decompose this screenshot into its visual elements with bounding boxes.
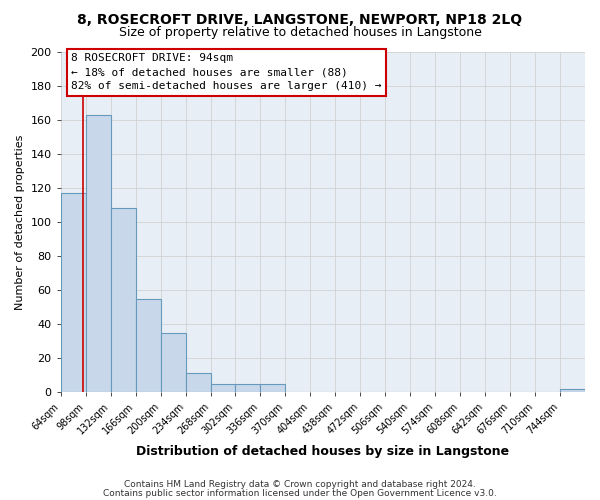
Bar [560, 389, 585, 392]
Bar [161, 332, 185, 392]
Bar [185, 374, 211, 392]
Bar [136, 298, 161, 392]
Bar [86, 114, 110, 392]
Bar [61, 193, 86, 392]
Text: 8, ROSECROFT DRIVE, LANGSTONE, NEWPORT, NP18 2LQ: 8, ROSECROFT DRIVE, LANGSTONE, NEWPORT, … [77, 12, 523, 26]
Text: Contains public sector information licensed under the Open Government Licence v3: Contains public sector information licen… [103, 488, 497, 498]
Bar [260, 384, 286, 392]
Bar [110, 208, 136, 392]
X-axis label: Distribution of detached houses by size in Langstone: Distribution of detached houses by size … [136, 444, 509, 458]
Text: Contains HM Land Registry data © Crown copyright and database right 2024.: Contains HM Land Registry data © Crown c… [124, 480, 476, 489]
Text: Size of property relative to detached houses in Langstone: Size of property relative to detached ho… [119, 26, 481, 39]
Bar [235, 384, 260, 392]
Y-axis label: Number of detached properties: Number of detached properties [15, 134, 25, 310]
Text: 8 ROSECROFT DRIVE: 94sqm
← 18% of detached houses are smaller (88)
82% of semi-d: 8 ROSECROFT DRIVE: 94sqm ← 18% of detach… [71, 53, 382, 91]
Bar [211, 384, 235, 392]
